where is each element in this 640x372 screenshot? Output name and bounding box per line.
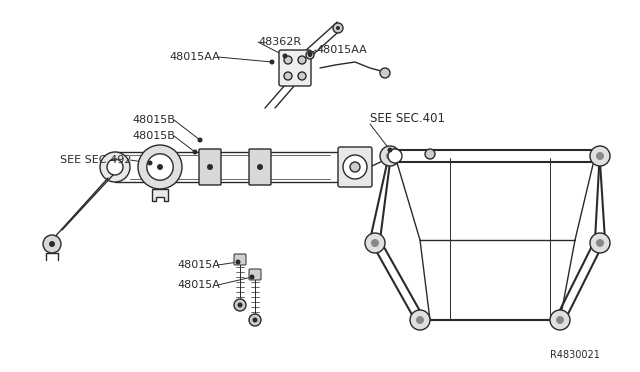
Circle shape xyxy=(147,160,152,166)
Text: 48015A: 48015A xyxy=(177,280,220,290)
Circle shape xyxy=(147,154,173,180)
Polygon shape xyxy=(152,189,168,201)
Circle shape xyxy=(100,152,130,182)
Text: 48015B: 48015B xyxy=(132,131,175,141)
Circle shape xyxy=(389,149,401,161)
Text: 48015AA: 48015AA xyxy=(169,52,220,62)
Circle shape xyxy=(350,162,360,172)
Circle shape xyxy=(237,302,243,308)
Circle shape xyxy=(43,235,61,253)
Circle shape xyxy=(590,233,610,253)
Circle shape xyxy=(425,149,435,159)
Circle shape xyxy=(333,23,343,33)
Text: 48015A: 48015A xyxy=(177,260,220,270)
Text: 48015B: 48015B xyxy=(132,115,175,125)
Circle shape xyxy=(198,138,202,142)
Circle shape xyxy=(380,68,390,78)
Circle shape xyxy=(590,146,610,166)
FancyBboxPatch shape xyxy=(199,149,221,185)
Circle shape xyxy=(138,145,182,189)
Circle shape xyxy=(308,53,312,57)
Circle shape xyxy=(207,164,213,170)
Text: 48015AA: 48015AA xyxy=(316,45,367,55)
Text: SEE SEC.401: SEE SEC.401 xyxy=(370,112,445,125)
Circle shape xyxy=(343,155,367,179)
Circle shape xyxy=(306,51,314,59)
Circle shape xyxy=(236,260,241,264)
Circle shape xyxy=(298,72,306,80)
Circle shape xyxy=(336,26,340,30)
FancyBboxPatch shape xyxy=(338,147,372,187)
Circle shape xyxy=(282,54,287,58)
Circle shape xyxy=(410,310,430,330)
Circle shape xyxy=(596,239,604,247)
Circle shape xyxy=(298,56,306,64)
FancyBboxPatch shape xyxy=(279,50,311,86)
FancyBboxPatch shape xyxy=(249,149,271,185)
Circle shape xyxy=(556,316,564,324)
Circle shape xyxy=(250,275,255,279)
Circle shape xyxy=(257,164,263,170)
Circle shape xyxy=(386,152,394,160)
Circle shape xyxy=(249,314,261,326)
FancyBboxPatch shape xyxy=(234,254,246,265)
Circle shape xyxy=(107,159,123,175)
Text: R4830021: R4830021 xyxy=(550,350,600,360)
Circle shape xyxy=(387,148,392,153)
Circle shape xyxy=(49,241,55,247)
Circle shape xyxy=(284,56,292,64)
Circle shape xyxy=(371,239,379,247)
Circle shape xyxy=(253,317,257,323)
Circle shape xyxy=(193,150,198,154)
Circle shape xyxy=(284,72,292,80)
Circle shape xyxy=(380,146,400,166)
Text: 48362R: 48362R xyxy=(258,37,301,47)
Circle shape xyxy=(307,51,312,57)
Circle shape xyxy=(269,60,275,64)
Circle shape xyxy=(416,316,424,324)
Circle shape xyxy=(157,164,163,170)
Circle shape xyxy=(596,152,604,160)
Circle shape xyxy=(388,149,402,163)
Circle shape xyxy=(234,299,246,311)
Circle shape xyxy=(365,233,385,253)
Text: SEE SEC.492: SEE SEC.492 xyxy=(60,155,131,165)
FancyBboxPatch shape xyxy=(249,269,261,280)
Circle shape xyxy=(550,310,570,330)
